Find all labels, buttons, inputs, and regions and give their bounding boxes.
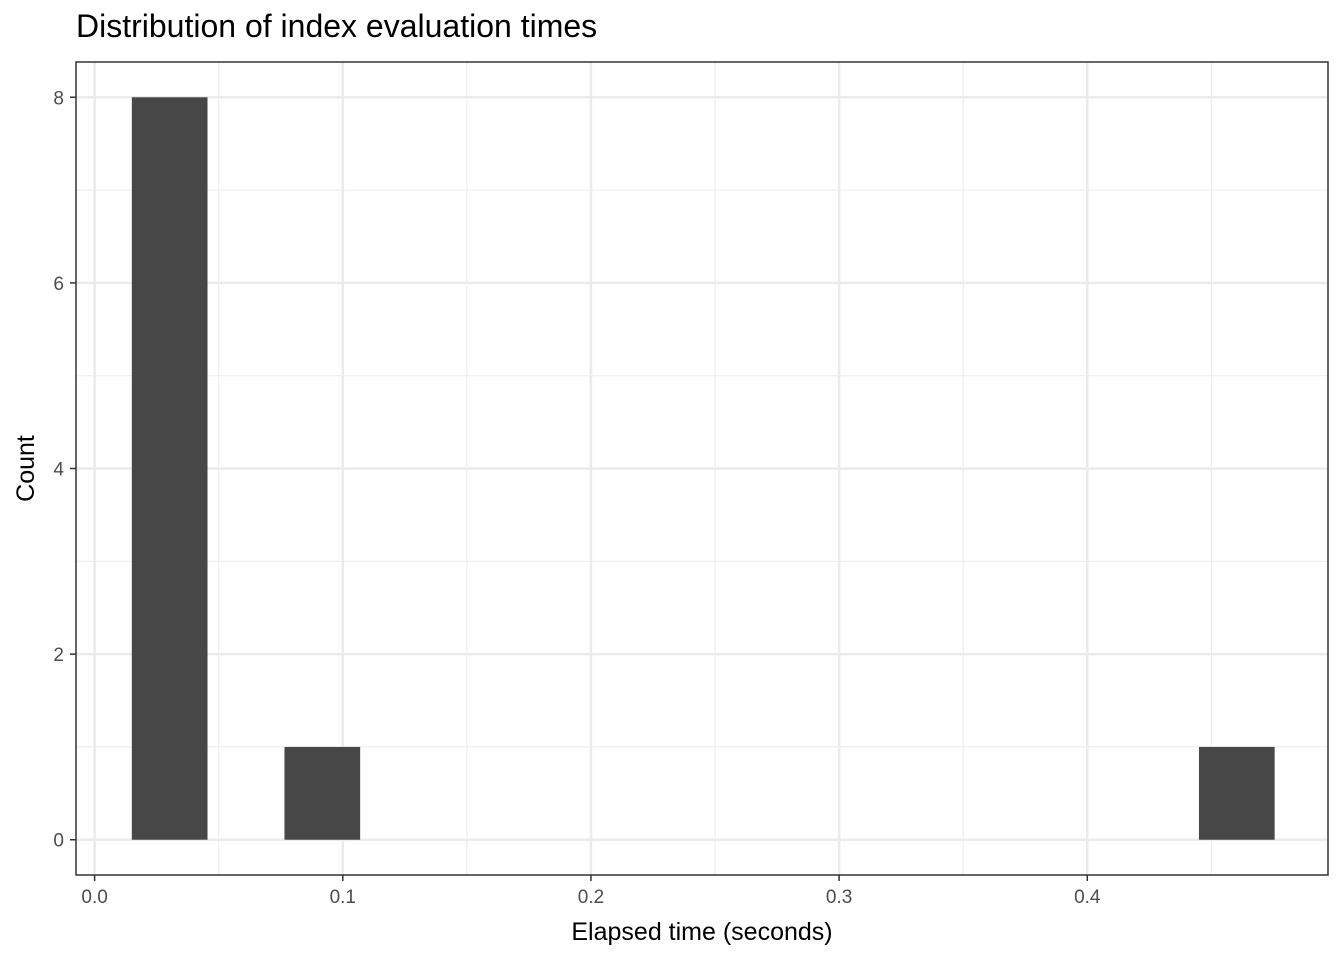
x-tick-label: 0.2	[578, 887, 604, 908]
y-tick-label: 8	[53, 88, 64, 109]
histogram-bars	[131, 97, 1275, 840]
y-axis-title: Count	[12, 435, 40, 502]
x-axis-title: Elapsed time (seconds)	[571, 918, 832, 946]
x-axis: 0.0 0.1 0.2 0.3 0.4	[81, 875, 1101, 908]
histogram-bar	[1198, 746, 1275, 840]
x-tick-label: 0.0	[81, 887, 107, 908]
y-tick-label: 4	[53, 460, 64, 481]
x-tick-label: 0.1	[330, 887, 356, 908]
y-tick-label: 2	[53, 645, 64, 666]
major-gridlines	[76, 62, 1328, 875]
y-axis: 0 2 4 6 8	[53, 88, 76, 852]
histogram-bar	[131, 97, 208, 840]
y-tick-label: 0	[53, 831, 64, 852]
x-tick-label: 0.3	[826, 887, 852, 908]
x-tick-label: 0.4	[1074, 887, 1101, 908]
y-tick-label: 6	[53, 274, 64, 295]
chart-title: Distribution of index evaluation times	[76, 8, 598, 44]
histogram-bar	[284, 746, 361, 840]
